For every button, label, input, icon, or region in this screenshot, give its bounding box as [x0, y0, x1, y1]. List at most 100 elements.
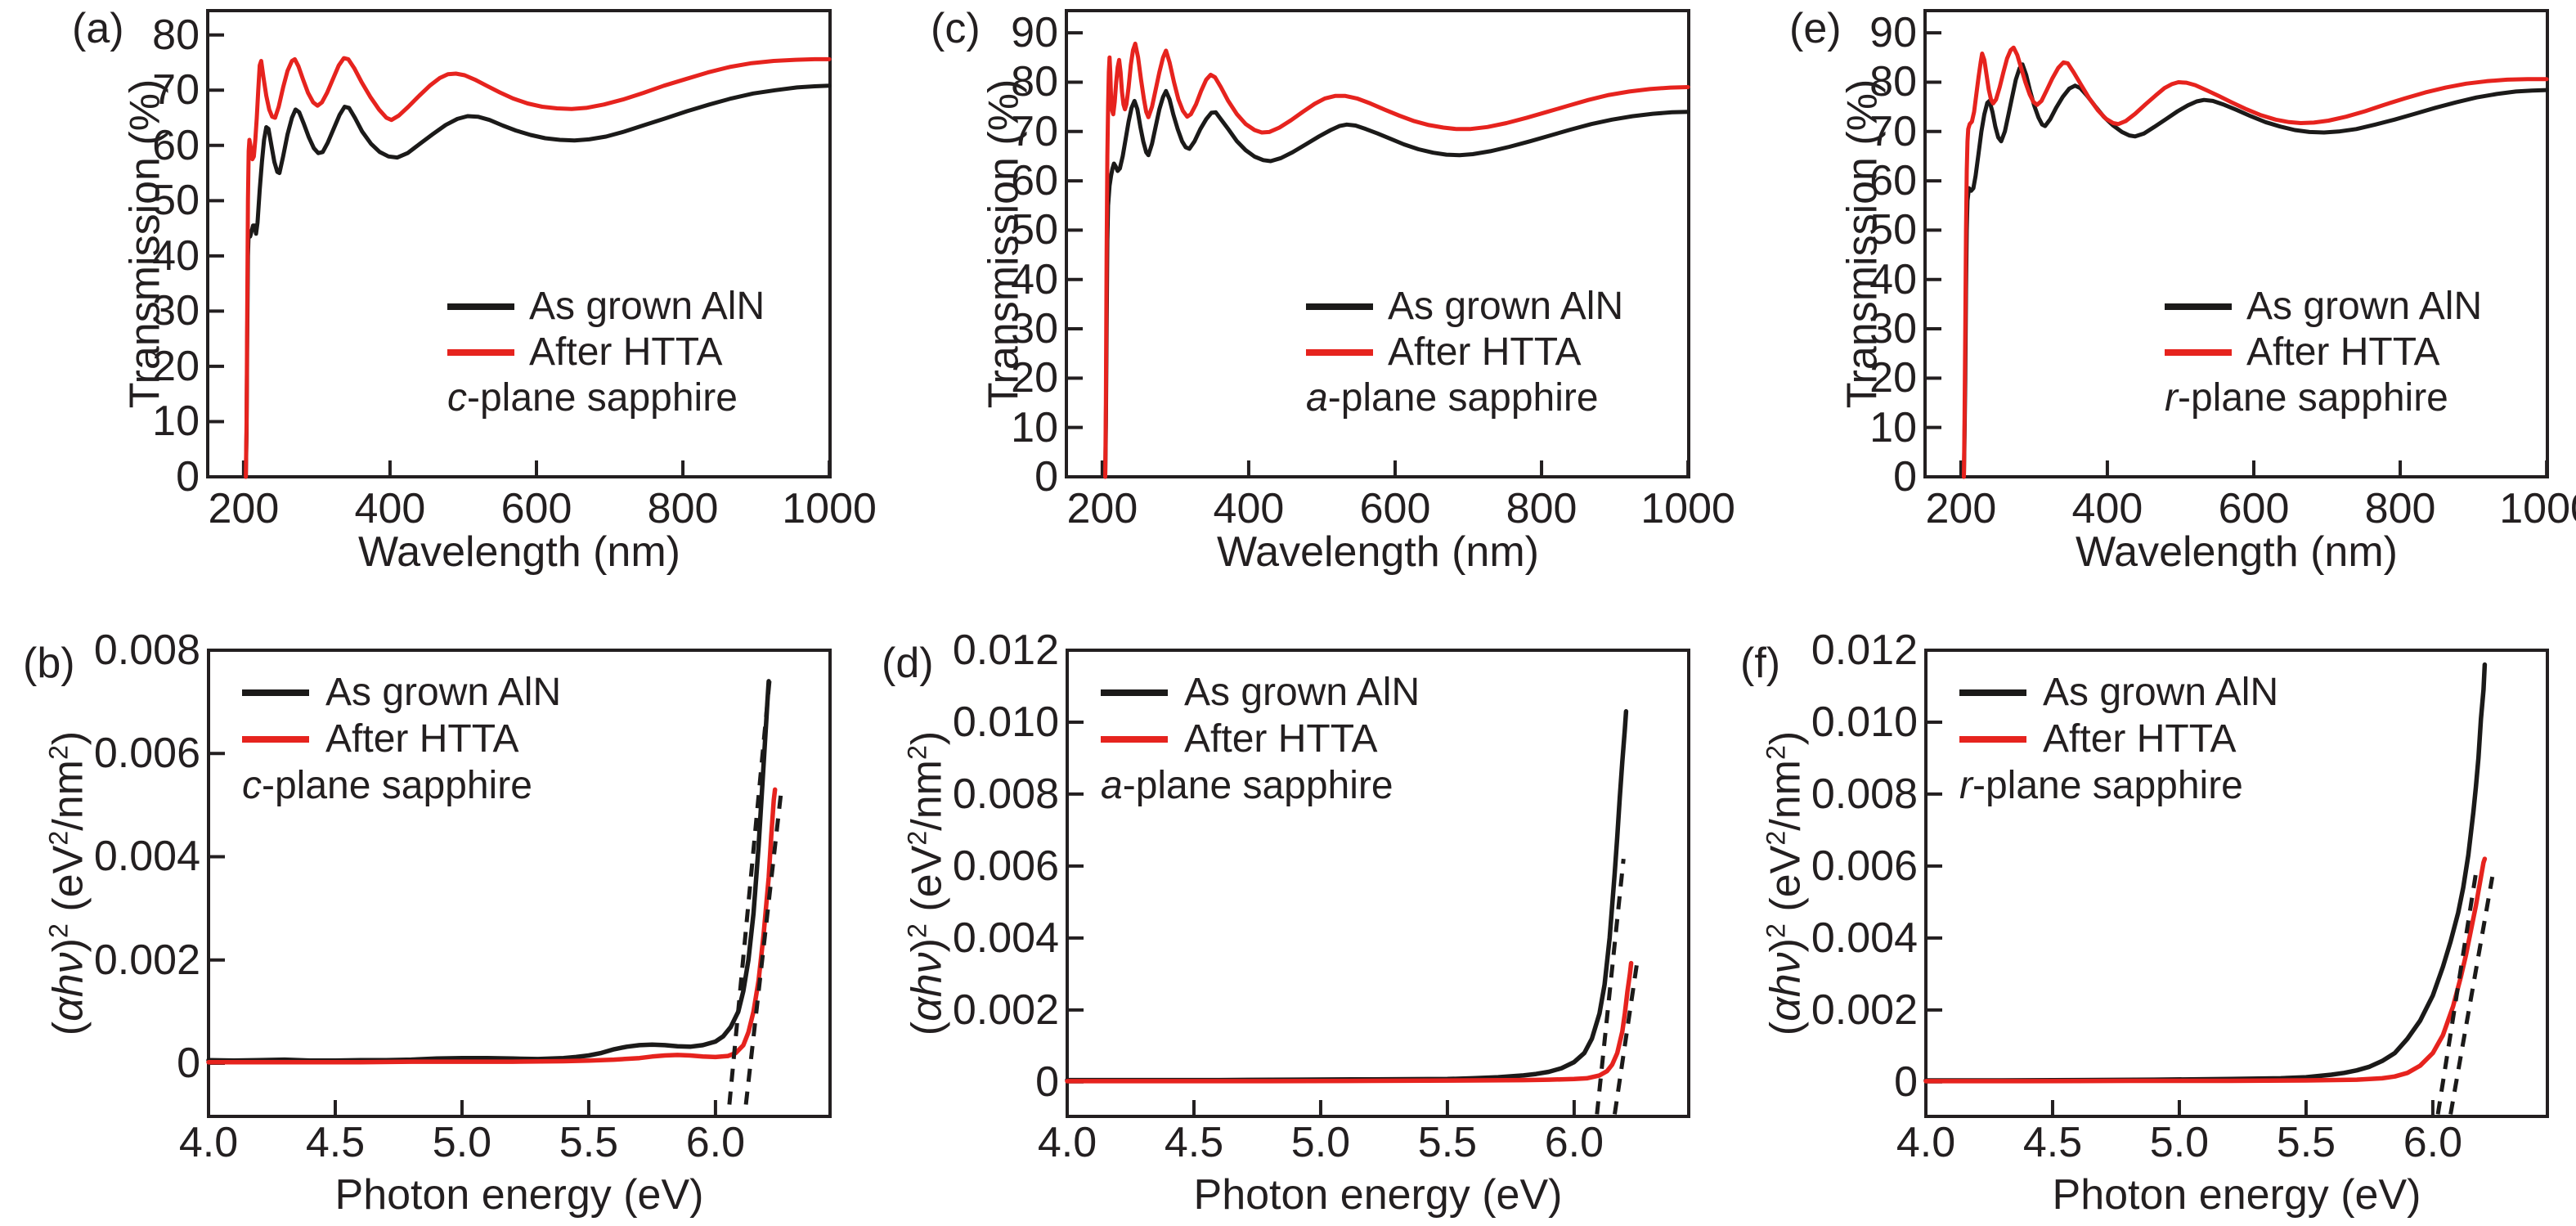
y-tick-label: 0.010: [1811, 698, 1918, 746]
legend-note-a: c-plane sapphire: [447, 375, 738, 420]
x-tick-label: 600: [500, 485, 572, 532]
x-tick-label: 200: [1925, 485, 1997, 532]
x-axis-title: Wavelength (nm): [358, 528, 680, 576]
x-tick-label: 5.5: [559, 1119, 619, 1166]
y-tick-label: 80: [152, 11, 200, 59]
legend-label-after-htta: After HTTA: [1184, 716, 1378, 761]
tauc-fit-line: [2435, 873, 2479, 1115]
y-tick-label: 0: [1034, 453, 1058, 501]
x-tick-label: 1000: [782, 485, 877, 532]
y-tick-label: 10: [1869, 403, 1917, 451]
y-tick-label: 30: [152, 287, 200, 335]
legend-label-after-htta: After HTTA: [1388, 330, 1582, 374]
y-tick-label: 0.002: [952, 986, 1059, 1034]
y-tick-label: 90: [1011, 9, 1058, 57]
y-tick-label: 10: [152, 397, 200, 446]
series-after-htta: [244, 56, 832, 479]
x-tick-label: 5.0: [1290, 1119, 1351, 1166]
y-tick-label: 0: [1894, 1058, 1918, 1106]
legend-label-after-htta: After HTTA: [2043, 716, 2237, 761]
panel-label-a: (a): [72, 5, 124, 52]
legend-label-as-grown-aln: As grown AlN: [1388, 284, 1624, 328]
legend-label-as-grown-aln: As grown AlN: [529, 284, 765, 328]
plot-box: [207, 649, 832, 1118]
y-tick-label: 80: [1011, 58, 1058, 106]
y-tick-label: 40: [1011, 255, 1058, 303]
x-tick-label: 400: [354, 485, 426, 532]
tauc-fit-line: [743, 789, 783, 1105]
panel-c-chart: [1065, 9, 1690, 479]
y-tick-label: 20: [1011, 354, 1058, 402]
y-tick-label: 50: [152, 177, 200, 225]
x-tick-label: 800: [2364, 485, 2436, 532]
y-tick-label: 60: [152, 121, 200, 169]
series-as-grown-aln: [1962, 62, 2549, 479]
y-axis-title: Transmission (%): [121, 79, 169, 409]
y-tick-label: 0.004: [952, 914, 1059, 962]
y-tick-label: 0: [177, 1039, 200, 1087]
panel-b: (b) 4.0 4.5 5.0 5.5 6.0 0 0.002 0.004 0.006 0.008 P…: [0, 613, 859, 1226]
y-tick-label: 0.002: [93, 936, 200, 984]
y-tick-label: 40: [1869, 255, 1917, 303]
x-axis-title: Wavelength (nm): [1217, 528, 1539, 576]
y-tick-label: 0.002: [1811, 986, 1918, 1034]
x-tick-label: 6.0: [1544, 1119, 1604, 1166]
y-tick-label: 40: [152, 231, 200, 280]
legend-label-as-grown-aln: As grown AlN: [2043, 670, 2279, 714]
tauc-fit-line: [1595, 858, 1626, 1115]
legend-label-as-grown-aln: As grown AlN: [325, 670, 562, 714]
y-tick-label: 0.008: [1811, 770, 1918, 818]
y-tick-label: 0.012: [1811, 626, 1918, 674]
tauc-fit-line: [2448, 876, 2495, 1115]
y-tick-label: 0.010: [952, 698, 1059, 746]
y-tick-label: 0: [1035, 1058, 1059, 1106]
series-after-htta: [206, 787, 778, 1065]
y-tick-label: 80: [1869, 58, 1917, 106]
plot-box: [1066, 649, 1690, 1118]
y-axis-title: (αhν)2 (eV2/nm2): [1761, 730, 1810, 1036]
series-after-htta: [1065, 960, 1634, 1084]
x-tick-label: 400: [1213, 485, 1285, 532]
panel-d-chart: [1065, 649, 1690, 1118]
plot-box: [1923, 9, 2549, 478]
x-tick-label: 4.0: [1037, 1119, 1097, 1166]
series-after-htta: [1923, 856, 2488, 1084]
y-tick-label: 20: [152, 342, 200, 390]
series-as-grown-aln: [1103, 88, 1690, 479]
y-axis-title: (αhν)2 (eV2/nm2): [43, 730, 92, 1036]
series-after-htta: [1103, 41, 1690, 479]
x-tick-label: 1000: [2499, 485, 2576, 532]
legend-label-after-htta: After HTTA: [2246, 330, 2440, 374]
panel-f-chart: [1923, 649, 2549, 1118]
plot-box: [1065, 9, 1690, 478]
x-axis-title: Photon energy (eV): [2052, 1171, 2421, 1219]
y-tick-label: 60: [1869, 157, 1917, 205]
y-tick-label: 0.004: [93, 833, 200, 881]
tauc-fit-line: [727, 676, 772, 1105]
legend-note-e: r-plane sapphire: [2165, 375, 2448, 420]
plot-box: [206, 9, 832, 478]
panel-f: (f) 4.0 4.5 5.0 5.5 6.0 0 0.002 0.004 0.006 0.008 0…: [1717, 613, 2576, 1226]
panel-a: (a) 200 400 600 800 1000 0 10 20 30 40 50 60 70 80 Wave…: [0, 0, 877, 613]
y-tick-label: 50: [1869, 206, 1917, 254]
x-tick-label: 5.5: [2276, 1119, 2336, 1166]
legend-note-b: c-plane sapphire: [242, 763, 532, 807]
y-tick-label: 0: [1893, 453, 1917, 501]
y-tick-label: 90: [1869, 9, 1917, 57]
y-tick-label: 60: [1011, 157, 1058, 205]
panel-b-chart: [206, 649, 832, 1118]
x-tick-label: 600: [2218, 485, 2290, 532]
x-axis-title: Photon energy (eV): [334, 1171, 704, 1219]
x-tick-label: 200: [1066, 485, 1138, 532]
y-axis-title: (αhν)2 (eV2/nm2): [902, 730, 951, 1036]
y-tick-label: 0.004: [1811, 914, 1918, 962]
y-tick-label: 70: [1011, 107, 1058, 155]
x-tick-label: 600: [1359, 485, 1431, 532]
legend-note-d: a-plane sapphire: [1101, 763, 1393, 807]
y-tick-label: 20: [1869, 354, 1917, 402]
x-tick-label: 5.0: [432, 1119, 492, 1166]
series-after-htta: [1962, 45, 2549, 479]
legend-label-as-grown-aln: As grown AlN: [2246, 284, 2483, 328]
y-tick-label: 0.006: [1811, 842, 1918, 890]
